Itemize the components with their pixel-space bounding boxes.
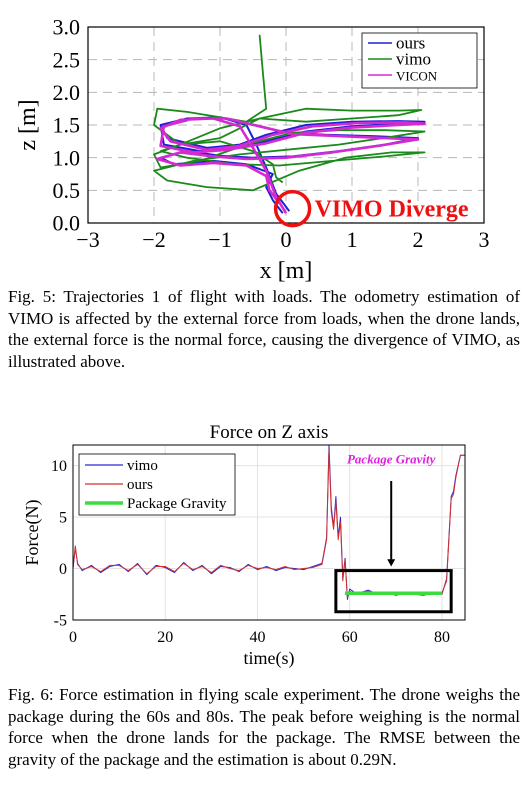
caption-text: Trajectories 1 of flight with loads. The… (8, 287, 520, 371)
y-tick-label: 5 (59, 510, 67, 527)
diverge-label: VIMO Diverge (315, 197, 469, 223)
figure-5: −3 −2 −1 0 1 2 3 0.0 0.5 1.0 1.5 2.0 2.5 3.0 x [m] z … (0, 0, 529, 295)
y-tick-label: 1.0 (53, 145, 81, 170)
y-axis-label: z [m] (15, 99, 41, 150)
x-tick-label: 20 (157, 629, 173, 646)
legend-label: VICON (396, 69, 438, 84)
diverge-circle-marker (273, 189, 312, 228)
y-tick-label: 0.5 (53, 178, 81, 203)
x-axis-label: time(s) (244, 648, 295, 669)
x-tick-label: 0 (69, 629, 77, 646)
y-tick-label: 2.0 (53, 80, 81, 105)
y-tick-label: 1.5 (53, 113, 81, 138)
y-axis-label: Force(N) (22, 500, 43, 566)
caption-label: Fig. 5: (8, 287, 56, 306)
y-tick-label: 10 (51, 458, 67, 475)
x-tick-label: −1 (208, 227, 231, 252)
y-tick-label: 0.0 (53, 211, 81, 236)
trajectory-chart: −3 −2 −1 0 1 2 3 0.0 0.5 1.0 1.5 2.0 2.5 3.0 x [m] z … (15, 15, 490, 284)
x-tick-label: 1 (347, 227, 358, 252)
y-tick-label: -5 (54, 613, 67, 630)
x-tick-label: 3 (479, 227, 490, 252)
legend-label: Package Gravity (127, 496, 227, 512)
series-lines (72, 444, 465, 600)
y-tick-label: 2.5 (53, 47, 81, 72)
x-tick-label: 2 (413, 227, 424, 252)
x-tick-label: 80 (434, 629, 450, 646)
tick-labels: −3 −2 −1 0 1 2 3 0.0 0.5 1.0 1.5 2.0 2.5 3.0 (53, 15, 490, 252)
legend-label: vimo (396, 50, 431, 69)
diverge-annotation: VIMO Diverge (273, 189, 469, 228)
x-tick-label: −2 (142, 227, 165, 252)
legend-label: ours (396, 34, 425, 53)
figure-6: Force on Z axis 0 20 40 60 80 -5 0 5 10 time(s) … (0, 412, 529, 687)
caption-label: Fig. 6: (8, 685, 54, 704)
x-tick-label: −3 (76, 227, 99, 252)
highlight-box (334, 569, 453, 614)
legend: vimo ours Package Gravity (78, 453, 236, 516)
series-lines (153, 34, 426, 214)
legend-label: ours (127, 477, 153, 493)
series-line-vimo (153, 34, 426, 192)
y-tick-label: 3.0 (53, 15, 81, 40)
x-tick-label: 0 (281, 227, 292, 252)
package-gravity-annotation: Package Gravity (334, 452, 453, 614)
plot-frame (72, 444, 466, 621)
caption-text: Force estimation in flying scale experim… (8, 685, 521, 769)
x-tick-label: 40 (249, 629, 265, 646)
figure-6-caption: Fig. 6: Force estimation in flying scale… (8, 684, 520, 770)
figure-5-caption: Fig. 5: Trajectories 1 of flight with lo… (8, 286, 520, 372)
package-gravity-label: Package Gravity (347, 452, 436, 467)
y-tick-label: 0 (59, 561, 67, 578)
series-line-vicon (156, 117, 426, 214)
legend-label: vimo (127, 458, 158, 474)
legend-box (361, 32, 478, 89)
arrow-head (387, 559, 396, 567)
x-tick-label: 60 (342, 629, 358, 646)
x-axis-label: x [m] (260, 258, 313, 284)
chart-title: Force on Z axis (210, 422, 329, 443)
